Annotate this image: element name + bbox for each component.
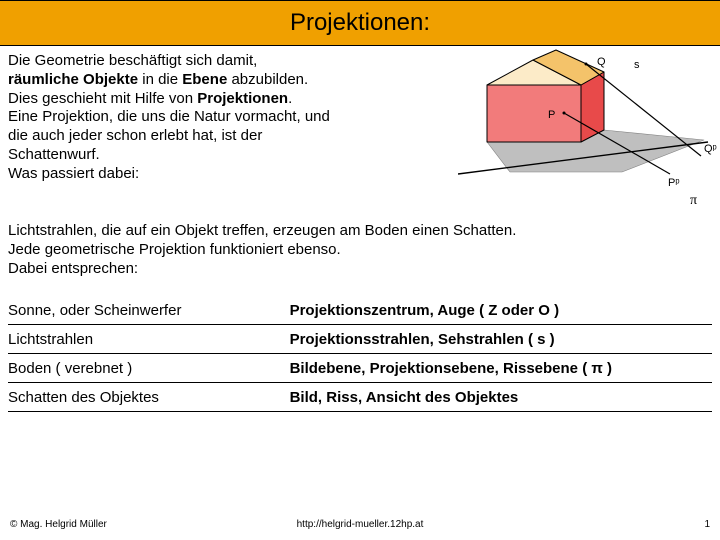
slide-footer: © Mag. Helgrid Müller http://helgrid-mue… bbox=[0, 519, 720, 530]
table-cell-right: Projektionsstrahlen, Sehstrahlen ( s ) bbox=[290, 325, 712, 354]
table-cell-left: Lichtstrahlen bbox=[8, 325, 290, 354]
explanation-line-2: Jede geometrische Projektion funktionier… bbox=[8, 241, 712, 260]
footer-page-number: 1 bbox=[704, 519, 710, 530]
intro-line: Dies geschieht mit Hilfe von Projektione… bbox=[8, 90, 458, 109]
table-row: Boden ( verebnet )Bildebene, Projektions… bbox=[8, 354, 712, 383]
explanation-paragraph: Lichtstrahlen, die auf ein Objekt treffe… bbox=[0, 222, 720, 278]
svg-text:Q: Q bbox=[597, 56, 606, 68]
intro-line: Eine Projektion, die uns die Natur vorma… bbox=[8, 108, 458, 127]
table-cell-left: Schatten des Objektes bbox=[8, 383, 290, 412]
svg-text:P: P bbox=[548, 109, 555, 121]
intro-line: Die Geometrie beschäftigt sich damit, bbox=[8, 52, 458, 71]
table-row: Sonne, oder ScheinwerferProjektionszentr… bbox=[8, 296, 712, 325]
svg-text:Pᵖ: Pᵖ bbox=[668, 177, 680, 189]
slide-title: Projektionen: bbox=[0, 0, 720, 46]
footer-author: © Mag. Helgrid Müller bbox=[10, 519, 107, 530]
table-cell-right: Bild, Riss, Ansicht des Objektes bbox=[290, 383, 712, 412]
correspondence-table: Sonne, oder ScheinwerferProjektionszentr… bbox=[8, 296, 712, 412]
intro-line: räumliche Objekte in die Ebene abzubilde… bbox=[8, 71, 458, 90]
svg-text:π: π bbox=[690, 193, 697, 208]
table-cell-right: Projektionszentrum, Auge ( Z oder O ) bbox=[290, 296, 712, 325]
intro-line: Schattenwurf. bbox=[8, 146, 458, 165]
intro-line: die auch jeder schon erlebt hat, ist der bbox=[8, 127, 458, 146]
footer-url: http://helgrid-mueller.12hp.at bbox=[297, 519, 424, 530]
table-cell-left: Sonne, oder Scheinwerfer bbox=[8, 296, 290, 325]
svg-text:s: s bbox=[634, 59, 640, 71]
explanation-line-3: Dabei entsprechen: bbox=[8, 260, 712, 279]
table-cell-left: Boden ( verebnet ) bbox=[8, 354, 290, 383]
table-row: Schatten des ObjektesBild, Riss, Ansicht… bbox=[8, 383, 712, 412]
projection-diagram: QsPQᵖPᵖπ bbox=[458, 52, 712, 222]
table-cell-right: Bildebene, Projektionsebene, Rissebene (… bbox=[290, 354, 712, 383]
svg-text:Qᵖ: Qᵖ bbox=[704, 143, 717, 155]
intro-paragraph: Die Geometrie beschäftigt sich damit,räu… bbox=[8, 52, 458, 222]
table-row: LichtstrahlenProjektionsstrahlen, Sehstr… bbox=[8, 325, 712, 354]
intro-line: Was passiert dabei: bbox=[8, 165, 458, 184]
explanation-line-1: Lichtstrahlen, die auf ein Objekt treffe… bbox=[8, 222, 712, 241]
